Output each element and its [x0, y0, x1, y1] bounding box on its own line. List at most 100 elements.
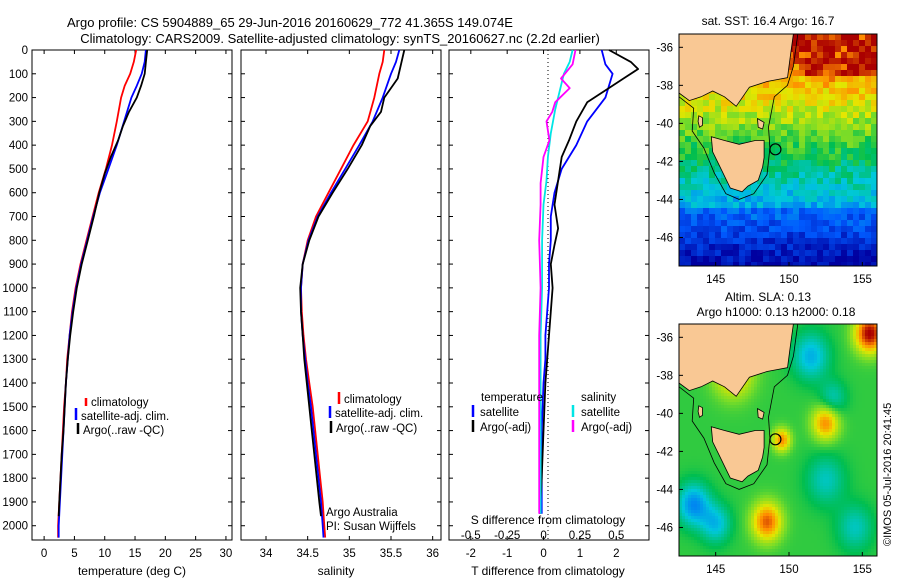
sla-cell [874, 399, 877, 403]
figure-title-line1: Argo profile: CS 5904889_65 29-Jun-2016 … [67, 15, 513, 30]
sst-cell [751, 118, 758, 125]
sla-cell [778, 432, 782, 436]
sla-cell [862, 441, 866, 445]
sla-cell [715, 390, 719, 394]
sla-cell [871, 447, 875, 451]
sla-cell [856, 396, 860, 400]
sst-cell [781, 196, 788, 203]
sla-cell [733, 423, 737, 427]
sst-cell [715, 208, 722, 215]
sla-cell [829, 324, 833, 328]
sla-cell [700, 441, 704, 445]
sla-cell [823, 324, 827, 328]
sst-cell [853, 136, 860, 143]
sla-cell [802, 366, 806, 370]
sst-cell [817, 184, 824, 191]
sst-cell [787, 220, 794, 227]
sla-cell [793, 375, 797, 379]
sla-cell [829, 459, 833, 463]
sla-cell [730, 417, 734, 421]
sla-cell [871, 384, 875, 388]
sla-cell [787, 405, 791, 409]
sla-cell [751, 399, 755, 403]
sst-cell [793, 142, 800, 149]
sla-cell [808, 408, 812, 412]
sla-cell [715, 396, 719, 400]
sla-cell [688, 426, 692, 430]
sla-cell [799, 381, 803, 385]
sst-cell [733, 250, 740, 257]
sla-cell [697, 402, 701, 406]
sla-cell [682, 420, 686, 424]
sst-cell [769, 184, 776, 191]
sla-cell [865, 444, 869, 448]
sst-cell [787, 154, 794, 161]
sst-cell [679, 136, 686, 143]
sla-cell [706, 432, 710, 436]
sla-cell [826, 327, 830, 331]
sla-cell [739, 426, 743, 430]
depth-tick-label: 0 [22, 45, 28, 57]
sla-cell [838, 363, 842, 367]
sst-cell [865, 238, 872, 245]
sla-cell [808, 477, 812, 481]
sla-cell [775, 435, 779, 439]
sla-cell [859, 369, 863, 373]
sst-cell [847, 88, 854, 95]
sla-cell [799, 432, 803, 436]
sla-cell [718, 420, 722, 424]
sla-cell [862, 348, 866, 352]
sla-cell [874, 417, 877, 421]
sla-cell [805, 408, 809, 412]
sst-cell [811, 130, 818, 137]
sst-cell [823, 46, 830, 53]
sst-cell [823, 220, 830, 227]
sla-cell [700, 405, 704, 409]
sla-cell [859, 459, 863, 463]
sla-cell [856, 414, 860, 418]
sla-cell [865, 453, 869, 457]
sla-cell [820, 399, 824, 403]
sla-cell [751, 474, 755, 478]
sst-cell [793, 232, 800, 239]
sla-cell [820, 348, 824, 352]
sla-cell [712, 465, 716, 469]
sst-cell [769, 208, 776, 215]
sst-cell [799, 178, 806, 185]
sla-cell [814, 450, 818, 454]
sla-cell [820, 339, 824, 343]
sst-cell [757, 178, 764, 185]
temp-argo-raw-qc-line [57, 49, 149, 517]
sla-cell [760, 396, 764, 400]
sst-cell [733, 190, 740, 197]
sla-cell [730, 402, 734, 406]
sla-cell [868, 468, 872, 472]
sla-cell [697, 438, 701, 442]
sst-cell [859, 112, 866, 119]
sla-cell [745, 426, 749, 430]
sst-cell [787, 76, 794, 83]
sla-cell [829, 396, 833, 400]
sla-cell [784, 426, 788, 430]
sla-cell [784, 432, 788, 436]
sla-cell [874, 363, 877, 367]
sla-cell [778, 375, 782, 379]
sst-cell [841, 142, 848, 149]
sla-cell [793, 438, 797, 442]
sla-cell [865, 396, 869, 400]
sla-cell [691, 444, 695, 448]
sst-cell [853, 58, 860, 65]
sst-cell [757, 94, 764, 101]
sla-cell [775, 474, 779, 478]
sla-cell [772, 396, 776, 400]
sla-cell [802, 453, 806, 457]
sst-cell [871, 118, 877, 125]
sla-cell [790, 354, 794, 358]
sst-cell [733, 208, 740, 215]
sla-cell [784, 456, 788, 460]
sla-cell [790, 402, 794, 406]
sla-cell [745, 402, 749, 406]
sst-cell [799, 142, 806, 149]
sla-cell [862, 384, 866, 388]
sla-cell [820, 459, 824, 463]
